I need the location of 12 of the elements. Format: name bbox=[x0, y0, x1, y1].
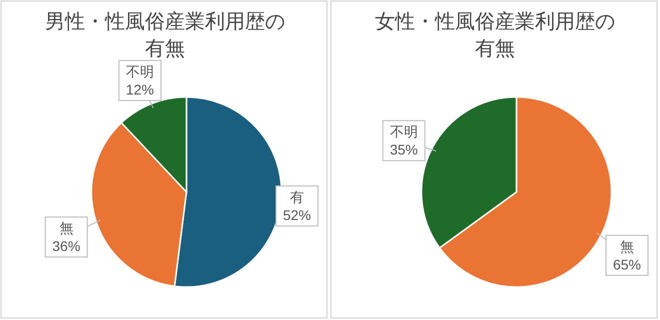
slice-label: 無 bbox=[59, 220, 74, 236]
slice-label: 無 bbox=[620, 238, 634, 254]
slice-label: 有 bbox=[290, 188, 304, 205]
data-label: 12% bbox=[126, 82, 154, 98]
data-label: 65% bbox=[612, 256, 642, 272]
chart-title: 女性・性風俗産業利用歴の有無 bbox=[375, 11, 615, 60]
data-label: 35% bbox=[390, 142, 418, 158]
slice-label: 不明 bbox=[390, 124, 418, 140]
slice-label: 不明 bbox=[126, 64, 154, 80]
chart-title: 男性・性風俗産業利用歴の有無 bbox=[45, 11, 285, 60]
data-label: 52% bbox=[282, 206, 312, 223]
data-label: 36% bbox=[52, 238, 80, 254]
